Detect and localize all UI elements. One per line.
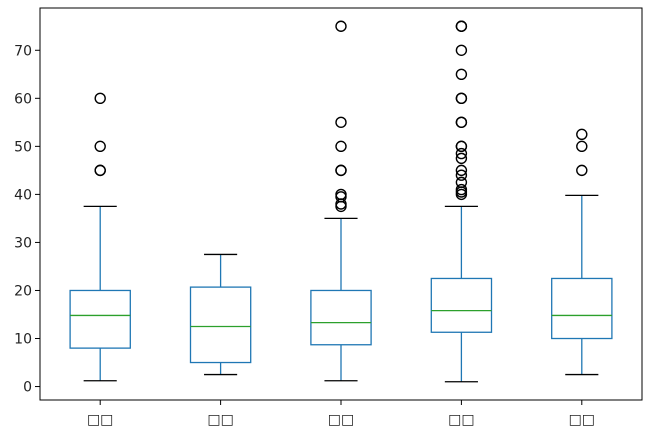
outlier-point xyxy=(455,116,468,129)
y-tick-label: 0 xyxy=(23,380,32,396)
outlier-point xyxy=(455,164,468,177)
x-tick-label: □□ xyxy=(207,412,233,428)
box xyxy=(551,277,613,340)
x-axis: □□ □□ □□ □□ □□ xyxy=(87,400,595,428)
outlier-point xyxy=(455,147,468,160)
outlier-point xyxy=(455,92,468,105)
box xyxy=(189,286,252,364)
outlier-point xyxy=(335,116,347,129)
outlier-point xyxy=(455,44,468,56)
plot-area xyxy=(40,8,642,400)
x-tick-label: □□ xyxy=(87,412,113,428)
outlier-point xyxy=(335,164,347,177)
y-tick-label: 30 xyxy=(14,235,32,251)
outlier-point xyxy=(455,183,468,196)
box-group-5 xyxy=(551,128,613,376)
outlier-point xyxy=(94,140,106,153)
y-tick-label: 50 xyxy=(14,139,32,155)
y-tick-label: 40 xyxy=(14,187,32,203)
outlier-point xyxy=(455,20,468,32)
outlier-point xyxy=(94,92,106,105)
box-group-4 xyxy=(430,20,493,383)
x-tick-label: □□ xyxy=(328,412,354,428)
plot-frame xyxy=(39,7,643,401)
outlier-point xyxy=(576,164,588,177)
outlier-point xyxy=(455,68,468,80)
chart-marks xyxy=(69,20,613,383)
box-group-1 xyxy=(69,92,131,382)
outlier-point xyxy=(576,128,588,141)
outlier-point xyxy=(335,20,347,32)
y-axis: 0 10 20 30 40 50 60 70 xyxy=(14,43,40,396)
box xyxy=(310,289,372,346)
outlier-point xyxy=(335,188,347,201)
outlier-point xyxy=(335,140,347,153)
outlier-point xyxy=(455,152,468,165)
x-tick-label: □□ xyxy=(448,412,474,428)
outlier-point xyxy=(455,169,468,181)
outlier-point xyxy=(455,140,468,153)
y-tick-label: 60 xyxy=(14,91,32,107)
box xyxy=(69,289,131,349)
box xyxy=(430,277,493,333)
y-tick-label: 20 xyxy=(14,283,32,299)
y-tick-label: 10 xyxy=(14,332,32,348)
box-group-3 xyxy=(310,20,372,382)
y-tick-label: 70 xyxy=(14,43,32,59)
x-tick-label: □□ xyxy=(569,412,595,428)
box-group-2 xyxy=(189,253,252,376)
outlier-point xyxy=(576,140,588,153)
outlier-point xyxy=(455,176,468,189)
outlier-point xyxy=(94,164,106,177)
